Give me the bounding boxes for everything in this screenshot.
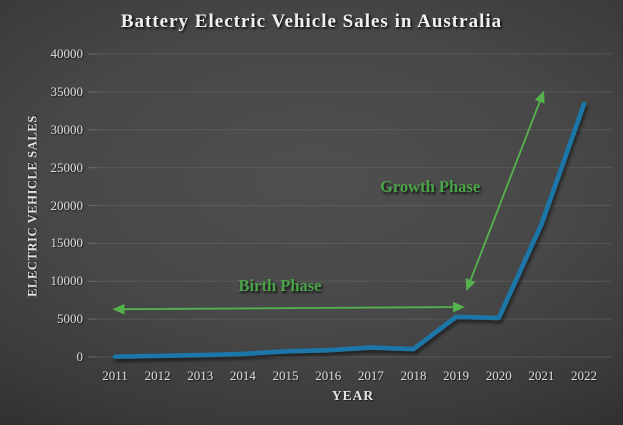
- x-tick-label: 2020: [485, 368, 512, 383]
- chart-title: Battery Electric Vehicle Sales in Austra…: [120, 11, 503, 32]
- y-axis-title: ELECTRIC VEHICLE SALES: [25, 115, 40, 297]
- x-tick-label: 2011: [102, 368, 128, 383]
- x-tick-label: 2022: [571, 368, 598, 383]
- y-tick-label: 15000: [50, 235, 84, 251]
- x-axis-title: YEAR: [331, 388, 375, 403]
- y-tick-label: 10000: [50, 273, 84, 289]
- birth-phase-arrow: [112, 301, 466, 315]
- x-tick-label: 2013: [187, 368, 214, 383]
- y-tick-label: 5000: [57, 311, 83, 327]
- x-tick-label: 2018: [400, 368, 427, 383]
- y-tick-label: 20000: [50, 197, 84, 213]
- x-tick-label: 2019: [443, 368, 470, 383]
- birth-phase-label: Birth Phase: [238, 275, 322, 295]
- growth-phase-arrow: [465, 90, 545, 292]
- y-tick-label: 35000: [50, 83, 84, 99]
- sales-line: [112, 101, 587, 359]
- growth-phase-label: Growth Phase: [380, 176, 481, 196]
- y-tick-label: 25000: [50, 159, 84, 175]
- y-tick-label: 30000: [50, 121, 84, 137]
- x-tick-label: 2017: [357, 368, 384, 383]
- x-tick-label: 2012: [144, 368, 171, 383]
- y-tick-label: 40000: [50, 46, 84, 61]
- x-tick-label: 2014: [229, 368, 256, 383]
- y-tick-label: 0: [76, 349, 84, 364]
- x-tick-label: 2021: [528, 368, 555, 383]
- x-tick-label: 2015: [272, 368, 299, 383]
- x-tick-label: 2016: [315, 368, 342, 383]
